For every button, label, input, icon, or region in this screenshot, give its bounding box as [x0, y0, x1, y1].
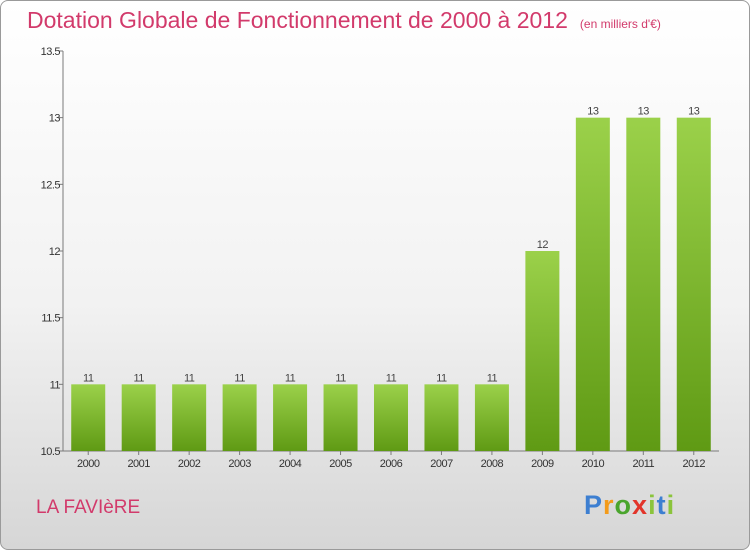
- y-tick-label: 10.5: [41, 446, 61, 458]
- bar-value-label: 11: [133, 372, 144, 384]
- logo-letter: r: [603, 490, 615, 520]
- logo-letter: x: [632, 490, 649, 520]
- bar: [474, 384, 509, 451]
- chart-bars: 11 11 11 11 11 11 11 11 11 12 13 13 13: [71, 106, 711, 452]
- y-tick-label: 13.5: [41, 46, 61, 58]
- bar-value-label: 11: [184, 372, 195, 384]
- x-tick-label: 2009: [531, 458, 554, 470]
- bar: [172, 384, 207, 451]
- logo-letter: o: [614, 490, 633, 520]
- bar-value-label: 11: [83, 372, 94, 384]
- y-tick-label: 12: [49, 246, 61, 258]
- x-tick-label: 2003: [228, 458, 251, 470]
- logo-letter: t: [656, 490, 667, 520]
- bar-value-label: 11: [487, 372, 498, 384]
- bar-value-label: 11: [386, 372, 397, 384]
- bar-value-label: 13: [587, 106, 599, 118]
- bar: [323, 384, 358, 451]
- x-tick-label: 2002: [178, 458, 201, 470]
- bar-value-label: 11: [436, 372, 447, 384]
- bar-value-label: 11: [335, 372, 346, 384]
- bar-value-label: 11: [285, 372, 296, 384]
- x-tick-label: 2007: [430, 458, 453, 470]
- bar: [222, 384, 257, 451]
- bar-value-label: 13: [688, 106, 700, 118]
- bar: [676, 117, 711, 452]
- x-tick-label: 2008: [481, 458, 504, 470]
- logo-letter: P: [584, 490, 604, 520]
- x-tick-label: 2012: [683, 458, 706, 470]
- x-tick-label: 2011: [632, 458, 654, 470]
- y-tick-label: 13: [49, 113, 61, 125]
- commune-name: LA FAVIèRE: [36, 497, 141, 518]
- title-text: Dotation Globale de Fonctionnement de 20…: [27, 7, 568, 33]
- x-tick-label: 2000: [77, 458, 100, 470]
- bar: [424, 384, 459, 451]
- bar-value-label: 12: [537, 239, 549, 251]
- bar: [525, 251, 560, 451]
- x-tick-label: 2006: [380, 458, 403, 470]
- bar: [374, 384, 408, 451]
- bar: [273, 384, 308, 451]
- y-tick-label: 11.5: [41, 313, 60, 325]
- x-tick-label: 2001: [127, 458, 150, 470]
- bar: [121, 384, 156, 451]
- x-tick-label: 2010: [582, 458, 605, 470]
- bar-value-label: 13: [638, 106, 650, 118]
- chart-subtitle: (en milliers d'€): [579, 17, 661, 31]
- proxiti-logo: Proxiti: [584, 490, 675, 521]
- bar: [626, 117, 661, 452]
- chart-axes: 10.5 11 11.5 12 12.5 13 13.5 2000 2001 2002 2003 20…: [41, 46, 719, 470]
- x-tick-label: 2005: [329, 458, 352, 470]
- bar: [575, 117, 610, 452]
- bar: [71, 384, 106, 451]
- logo-letter: i: [648, 490, 657, 520]
- bar-value-label: 11: [234, 372, 245, 384]
- y-tick-label: 12.5: [41, 179, 61, 191]
- chart-title: Dotation Globale de Fonctionnement de 20…: [27, 7, 661, 34]
- logo-letter: i: [666, 490, 676, 520]
- y-tick-label: 11: [50, 379, 61, 391]
- x-tick-label: 2004: [279, 458, 302, 470]
